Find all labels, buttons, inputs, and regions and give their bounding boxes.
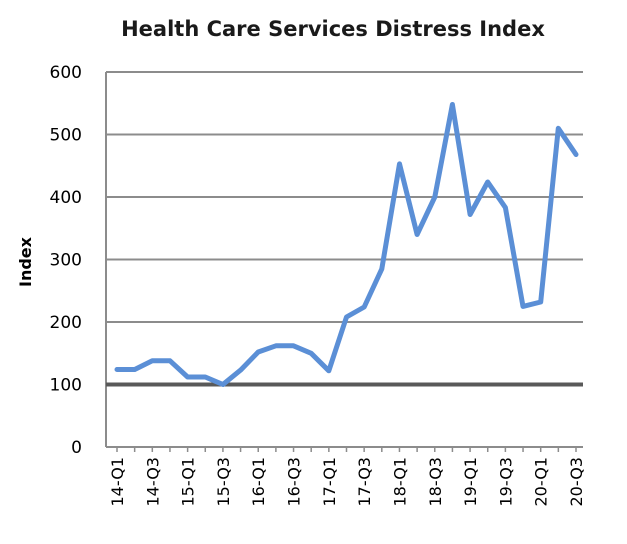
y-tick-label: 300 [50,251,82,271]
x-tick-label: 17-Q3 [355,457,374,507]
x-tick-label: 14-Q1 [108,457,127,507]
data-point [485,180,490,185]
x-tick-label: 16-Q1 [249,457,268,507]
x-tick-label: 18-Q3 [426,457,445,507]
data-point [326,368,331,373]
x-tick-label: 15-Q1 [179,457,198,507]
data-point [185,375,190,380]
data-point [273,343,278,348]
data-point [415,232,420,237]
data-point [309,351,314,356]
x-tick-label: 20-Q3 [567,457,586,507]
x-tick-label: 14-Q3 [143,457,162,507]
data-point [238,368,243,373]
y-tick-label: 200 [50,313,82,333]
data-point [362,305,367,310]
x-tick-label: 17-Q1 [320,457,339,507]
data-point [556,126,561,131]
y-tick-label: 500 [50,126,82,146]
data-point [167,358,172,363]
data-point [220,382,225,387]
data-point [432,195,437,200]
data-point [256,350,261,355]
data-point [344,315,349,320]
chart-title: Health Care Services Distress Index [121,17,545,41]
y-tick-label: 0 [71,438,82,458]
data-point [115,367,120,372]
data-point [379,266,384,271]
series-group [114,102,579,387]
data-point [574,152,579,157]
data-point [450,102,455,107]
data-point [132,367,137,372]
data-point [468,212,473,217]
x-tick-label: 18-Q1 [390,457,409,507]
y-tick-label: 400 [50,188,82,208]
series-line [114,102,579,387]
y-tick-label: 600 [50,63,82,83]
data-point [521,304,526,309]
x-tick-label: 16-Q3 [285,457,304,507]
gridlines [105,71,583,452]
x-tick-label: 19-Q1 [461,457,480,507]
x-tick-label: 19-Q3 [496,457,515,507]
y-axis-label: Index [16,236,35,287]
data-point [291,343,296,348]
data-point [538,300,543,305]
data-point [150,358,155,363]
x-tick-label: 20-Q1 [532,457,551,507]
data-point [503,205,508,210]
data-point [397,161,402,166]
x-tick-label: 15-Q3 [214,457,233,507]
x-tick-labels: 14-Q1 14-Q3 15-Q1 15-Q3 16-Q1 16-Q3 17-Q1 17-Q3… [108,457,586,507]
y-tick-labels: 0 100 200 300 400 500 600 [50,63,82,458]
y-tick-label: 100 [50,376,82,396]
data-point [203,375,208,380]
